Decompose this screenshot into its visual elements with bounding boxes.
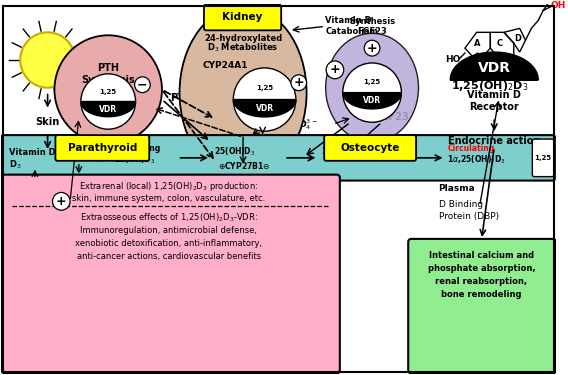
Text: 1$\alpha$,25(OH)$_2$D$_3$: 1$\alpha$,25(OH)$_2$D$_3$ xyxy=(321,146,380,158)
Circle shape xyxy=(291,75,307,91)
Text: Extrarenal (local) 1,25(OH)$_2$D$_3$ production:: Extrarenal (local) 1,25(OH)$_2$D$_3$ pro… xyxy=(79,180,258,193)
Text: VDR: VDR xyxy=(478,61,511,75)
Text: xenobiotic detoxification, anti-inflammatory,: xenobiotic detoxification, anti-inflamma… xyxy=(75,239,262,248)
FancyBboxPatch shape xyxy=(324,135,416,161)
Text: Diet: Diet xyxy=(9,187,30,196)
Text: 1$\alpha$,25(OH)$_2$D$_3$: 1$\alpha$,25(OH)$_2$D$_3$ xyxy=(448,154,506,166)
Text: 1,25: 1,25 xyxy=(99,89,117,95)
Text: −: − xyxy=(137,78,148,91)
Circle shape xyxy=(20,32,75,88)
Ellipse shape xyxy=(325,33,419,142)
Text: 24-hydroxylated: 24-hydroxylated xyxy=(204,34,282,43)
Text: phosphate absorption,: phosphate absorption, xyxy=(428,264,536,273)
FancyBboxPatch shape xyxy=(408,239,556,374)
Text: 1,25: 1,25 xyxy=(364,79,381,85)
Text: Receptor: Receptor xyxy=(469,102,519,112)
Text: Immunoregulation, antimicrobial defense,: Immunoregulation, antimicrobial defense, xyxy=(80,226,257,236)
Text: 1,25: 1,25 xyxy=(256,86,273,92)
FancyBboxPatch shape xyxy=(2,175,340,374)
Polygon shape xyxy=(81,102,136,117)
Text: D Binding: D Binding xyxy=(438,200,483,209)
Circle shape xyxy=(343,63,402,122)
Text: skin, immune system, colon, vasculature, etc.: skin, immune system, colon, vasculature,… xyxy=(72,194,265,203)
Text: Intracrine action: Intracrine action xyxy=(167,154,252,164)
Polygon shape xyxy=(233,99,296,117)
Text: 1,25(OH)$_2$D$_3$: 1,25(OH)$_2$D$_3$ xyxy=(450,79,528,93)
Text: C: C xyxy=(497,39,503,48)
Text: Vitamin D: Vitamin D xyxy=(9,148,55,158)
Text: OH: OH xyxy=(516,63,531,72)
Text: D: D xyxy=(514,34,521,43)
Text: Circulating: Circulating xyxy=(114,144,161,153)
Text: D$_3$: D$_3$ xyxy=(9,159,21,171)
Text: Low Ca$^{2+}$: Low Ca$^{2+}$ xyxy=(9,205,56,218)
Circle shape xyxy=(81,74,136,129)
Text: Vitamin D: Vitamin D xyxy=(325,16,372,25)
Text: Catabolism: Catabolism xyxy=(325,27,378,36)
Text: 1,25: 1,25 xyxy=(534,155,552,161)
Text: renal reabsorption,: renal reabsorption, xyxy=(436,277,528,286)
Text: PTH: PTH xyxy=(170,93,192,102)
Text: +: + xyxy=(56,195,66,208)
Circle shape xyxy=(364,40,380,56)
Text: CYP24A1: CYP24A1 xyxy=(203,62,248,70)
Text: Kidney: Kidney xyxy=(222,12,262,22)
Text: High PO$_4^{3-}$: High PO$_4^{3-}$ xyxy=(265,117,318,132)
Text: Plasma: Plasma xyxy=(438,184,475,193)
Text: VDR: VDR xyxy=(363,96,381,105)
Text: 25(OH)D$_3$: 25(OH)D$_3$ xyxy=(214,146,255,158)
Polygon shape xyxy=(450,52,538,80)
FancyBboxPatch shape xyxy=(56,135,149,161)
Text: Parathyroid: Parathyroid xyxy=(68,143,137,153)
Polygon shape xyxy=(343,93,402,109)
Text: D$_3$ Metabolites: D$_3$ Metabolites xyxy=(207,42,279,54)
Text: A: A xyxy=(474,39,481,48)
Text: +: + xyxy=(367,42,377,55)
Text: Circulating: Circulating xyxy=(448,144,495,153)
Circle shape xyxy=(233,68,296,131)
Text: 25(OH)D$_3$: 25(OH)D$_3$ xyxy=(114,154,156,166)
Text: +: + xyxy=(329,63,340,76)
Text: CYP2R1: CYP2R1 xyxy=(70,153,101,159)
Text: PTH: PTH xyxy=(97,63,119,73)
Ellipse shape xyxy=(179,6,307,179)
Text: VDR: VDR xyxy=(256,104,274,113)
Circle shape xyxy=(52,192,70,210)
Text: Intestinal calcium and: Intestinal calcium and xyxy=(429,251,534,260)
Text: Endocrine action: Endocrine action xyxy=(448,136,540,146)
Text: Synthesis: Synthesis xyxy=(349,17,395,26)
FancyBboxPatch shape xyxy=(204,4,281,30)
Text: OH: OH xyxy=(551,1,566,10)
Text: HO: HO xyxy=(445,56,461,64)
Text: bone remodeling: bone remodeling xyxy=(441,290,522,299)
Text: +: + xyxy=(294,76,304,89)
Circle shape xyxy=(135,77,150,93)
FancyBboxPatch shape xyxy=(2,135,555,181)
Text: Skin: Skin xyxy=(35,117,60,128)
Circle shape xyxy=(55,35,162,144)
Text: Liver: Liver xyxy=(75,142,97,152)
Text: anti-cancer actions, cardiovascular benefits: anti-cancer actions, cardiovascular bene… xyxy=(77,252,261,261)
Text: Vitamin D: Vitamin D xyxy=(467,90,521,100)
Circle shape xyxy=(326,61,344,79)
Text: Synthesis: Synthesis xyxy=(81,75,135,85)
Text: Extraosseous effects of 1,25(OH)$_2$D$_3$-VDR:: Extraosseous effects of 1,25(OH)$_2$D$_3… xyxy=(80,212,258,224)
Text: VDR: VDR xyxy=(99,105,117,114)
Text: FGF23: FGF23 xyxy=(374,112,409,122)
Text: $\oplus$CYP27B1$\ominus$: $\oplus$CYP27B1$\ominus$ xyxy=(218,160,270,171)
FancyBboxPatch shape xyxy=(532,139,554,177)
Text: FGF23: FGF23 xyxy=(357,27,387,36)
Text: Osteocyte: Osteocyte xyxy=(340,143,400,153)
Text: Protein (DBP): Protein (DBP) xyxy=(438,211,499,220)
